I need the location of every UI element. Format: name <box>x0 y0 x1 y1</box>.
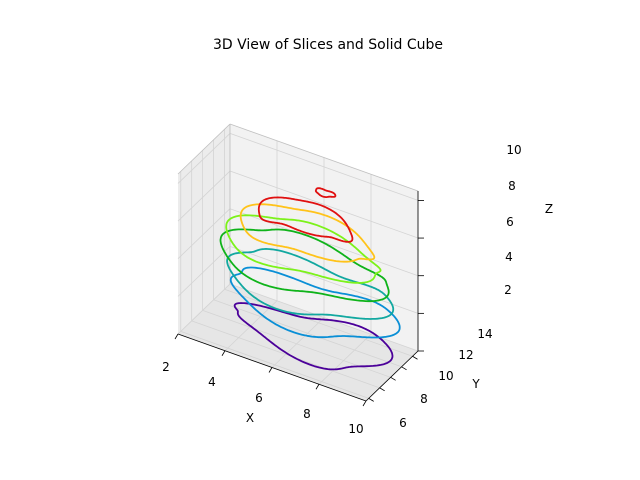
slice-curve <box>233 302 394 371</box>
slice-curves <box>219 187 401 371</box>
z-grid-line <box>177 170 231 222</box>
y-tick-label: 12 <box>458 348 473 362</box>
y-tick-label: 6 <box>399 416 407 430</box>
x-grid-line <box>318 333 372 385</box>
pane-edge <box>229 123 419 192</box>
y-grid-line <box>180 330 369 399</box>
x-tick-mark <box>315 384 320 390</box>
y-tick-label: 10 <box>438 369 453 383</box>
y-tick-label: 14 <box>477 327 492 341</box>
y-tick-mark <box>390 376 396 381</box>
y-tick-mark <box>379 387 385 392</box>
slice-curve <box>219 228 390 303</box>
z-tick-label: 10 <box>506 143 521 157</box>
z-tick-label: 6 <box>506 215 514 229</box>
x-tick-label: 4 <box>208 375 216 389</box>
z-grid-line <box>177 283 231 335</box>
slice-curve <box>229 266 401 339</box>
y-axis-label: Y <box>471 377 480 391</box>
z-tick-label: 4 <box>505 250 513 264</box>
z-grid-line <box>177 208 231 259</box>
z-grid-line <box>229 245 419 314</box>
z-axis-label: Z <box>545 202 553 216</box>
x-tick-label: 6 <box>255 391 263 405</box>
y-grid-line <box>191 320 380 389</box>
z-grid-line <box>229 133 419 201</box>
z-grid-line <box>177 246 231 297</box>
axes-lines <box>174 191 424 407</box>
z-grid-line <box>177 133 231 184</box>
z-grid-line <box>229 170 419 239</box>
x-tick-mark <box>221 350 226 356</box>
y-grid-line <box>224 288 413 357</box>
slice-curve <box>314 187 337 199</box>
x-tick-label: 10 <box>348 422 363 436</box>
chart-title: 3D View of Slices and Solid Cube <box>213 37 443 53</box>
x-tick-mark <box>174 333 179 340</box>
y-tick-mark <box>412 355 418 360</box>
x-tick-mark <box>268 367 273 373</box>
z-grid-line <box>229 283 419 352</box>
slice-curve <box>257 196 354 243</box>
y-tick-mark <box>368 398 374 402</box>
slice-curve <box>225 214 382 284</box>
x-grid-line <box>271 317 325 368</box>
x-tick-label: 8 <box>303 407 311 421</box>
y-tick-mark <box>401 366 407 371</box>
left-pane <box>178 124 230 334</box>
y-axis-line <box>365 350 419 402</box>
pane-edge <box>177 123 231 175</box>
z-tick-label: 2 <box>504 283 512 297</box>
z-tick-label: 8 <box>508 179 516 193</box>
y-tick-label: 8 <box>420 392 428 406</box>
x-tick-mark <box>362 400 367 407</box>
x-axis-label: X <box>246 411 254 425</box>
y-grid-line <box>213 299 402 368</box>
slice-curve <box>239 203 376 263</box>
x-tick-label: 2 <box>162 360 170 374</box>
